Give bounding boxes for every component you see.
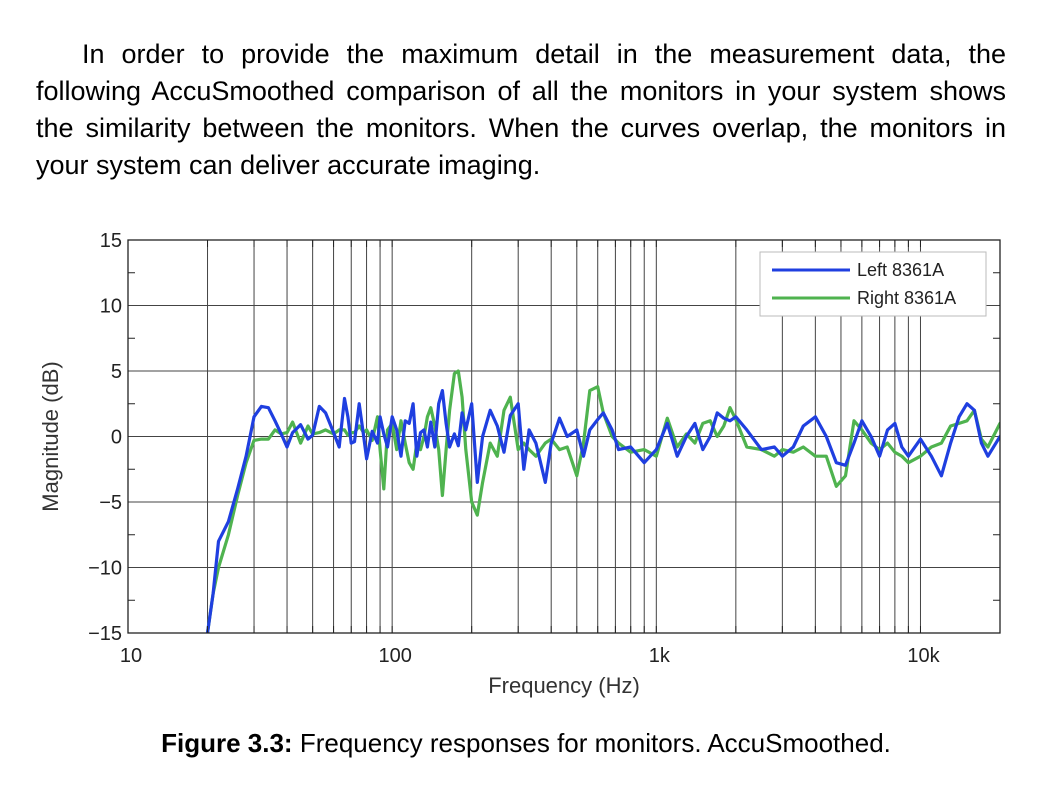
series-line-left	[205, 389, 1000, 633]
y-tick-label: 0	[111, 427, 122, 449]
y-tick-label: 5	[111, 361, 122, 383]
legend-box	[759, 251, 987, 317]
x-tick-label: 100	[378, 645, 411, 667]
chart-series-layer	[205, 369, 1000, 633]
plot-frame	[127, 239, 1001, 634]
y-tick-label: 10	[100, 296, 122, 318]
legend-label: Right 8361A	[857, 288, 956, 308]
y-tick-label: −15	[88, 623, 122, 645]
series-line-right	[205, 369, 1000, 633]
chart-legend: Left 8361A Right 8361A	[759, 251, 987, 317]
x-axis-label: Frequency (Hz)	[488, 673, 640, 698]
y-tick-label: −10	[88, 558, 122, 580]
legend-label: Left 8361A	[857, 260, 944, 280]
figure-caption-text: Frequency responses for monitors. AccuSm…	[292, 728, 891, 758]
x-tick-label: 10k	[907, 645, 940, 667]
x-tick-label: 1k	[649, 645, 671, 667]
chart-grid	[128, 240, 1000, 633]
figure-caption: Figure 3.3: Frequency responses for moni…	[0, 728, 1052, 759]
chart-ticks: −15 −10 −5 0 5 10 15 10 100 1k 10k	[88, 230, 1000, 667]
x-tick-label: 10	[120, 645, 142, 667]
y-tick-label: 15	[100, 230, 122, 252]
figure-caption-label: Figure 3.3:	[161, 728, 293, 758]
y-tick-label: −5	[99, 492, 122, 514]
intro-paragraph: In order to provide the maximum detail i…	[36, 39, 1006, 180]
y-axis-label: Magnitude (dB)	[38, 361, 63, 511]
